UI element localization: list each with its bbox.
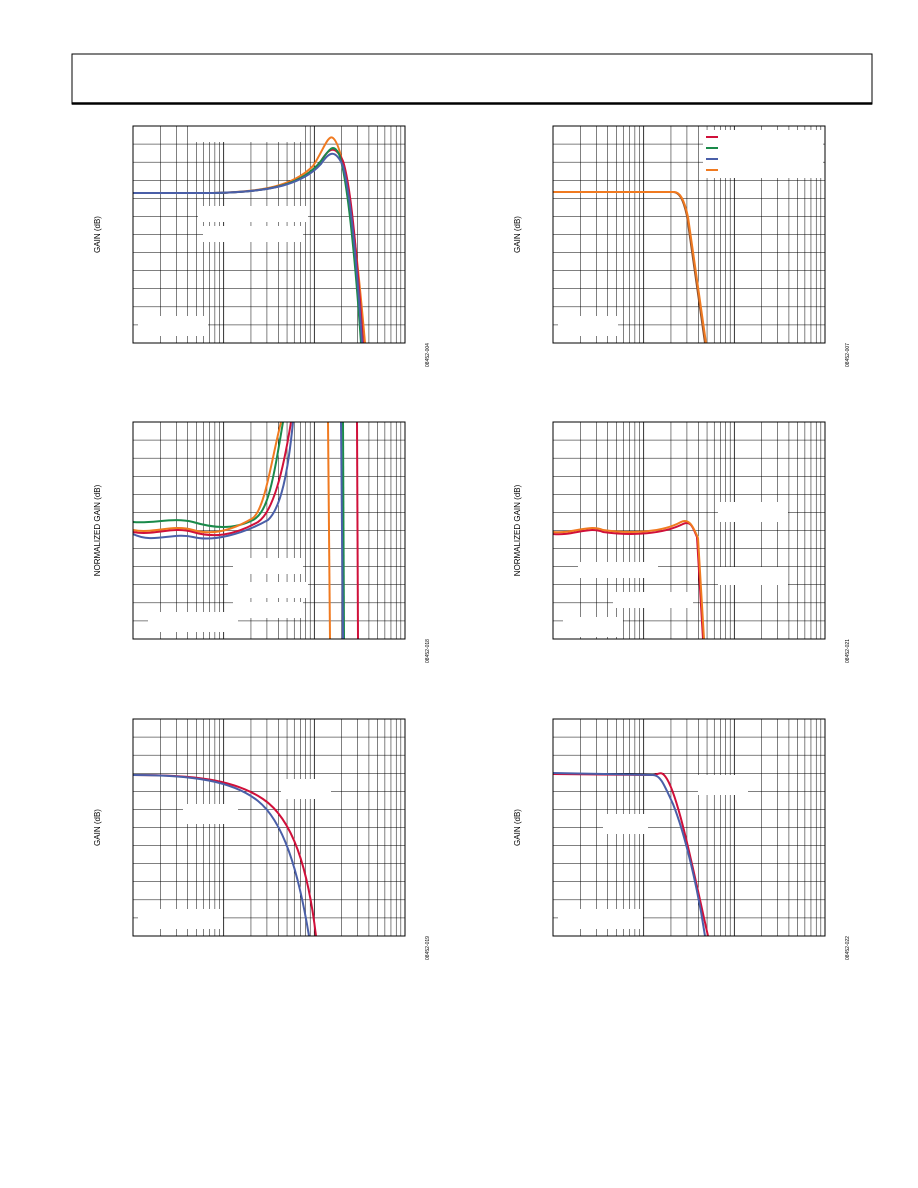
figure — [552, 125, 826, 344]
figure-id: 08452-021 — [845, 639, 851, 663]
curve — [133, 774, 310, 936]
blank-label — [558, 909, 643, 929]
y-axis-label: NORMALIZED GAIN (dB) — [513, 484, 522, 576]
figure — [552, 718, 826, 937]
blank-label — [603, 814, 648, 834]
curve — [342, 422, 345, 639]
y-axis-label: NORMALIZED GAIN (dB) — [93, 484, 102, 576]
curve — [133, 422, 294, 540]
curve — [133, 422, 292, 537]
blank-label — [613, 592, 693, 608]
blank-label — [281, 779, 331, 799]
curve — [133, 422, 284, 528]
blank-label — [718, 567, 788, 585]
blank-label — [193, 126, 303, 142]
blank-label — [183, 804, 238, 824]
blank-label — [148, 612, 238, 632]
curve — [327, 422, 331, 639]
y-axis-label: GAIN (dB) — [93, 809, 102, 846]
curve — [553, 191, 707, 343]
curve — [340, 422, 344, 639]
figure-id: 08452-018 — [425, 639, 431, 663]
y-axis-label: GAIN (dB) — [93, 216, 102, 253]
blank-label — [233, 602, 303, 618]
curve — [133, 148, 364, 343]
blank-label — [563, 617, 623, 637]
blank-label — [233, 558, 303, 574]
header-box — [71, 53, 873, 105]
plot-frame — [552, 421, 826, 640]
curves — [133, 422, 359, 639]
curve — [553, 772, 706, 936]
curve — [133, 147, 362, 343]
plot-frame — [132, 718, 406, 937]
curve — [133, 422, 282, 534]
blank-label — [198, 206, 308, 222]
figure-id: 08452-019 — [425, 936, 431, 960]
figure-id: 08452-004 — [425, 343, 431, 367]
blank-label — [558, 316, 618, 336]
blank-label — [698, 775, 748, 795]
plot-frame — [132, 125, 406, 344]
blank-label — [703, 130, 823, 178]
curves — [553, 520, 705, 639]
figure — [552, 421, 826, 640]
figure — [132, 421, 406, 640]
blank-label — [228, 582, 308, 598]
plot-frame — [132, 421, 406, 640]
figure-id: 08452-022 — [845, 936, 851, 960]
curve — [133, 152, 363, 343]
plot-frame — [552, 125, 826, 344]
curves — [553, 772, 709, 936]
plot-frame — [552, 718, 826, 937]
curves — [133, 136, 366, 343]
curves — [133, 774, 317, 936]
curve — [553, 520, 705, 639]
blank-label — [718, 502, 788, 522]
blank-label — [138, 316, 208, 336]
blank-label — [578, 562, 658, 578]
curve — [356, 422, 359, 639]
blank-label — [203, 226, 303, 242]
y-axis-label: GAIN (dB) — [513, 216, 522, 253]
figure — [132, 125, 406, 344]
blank-label — [138, 909, 223, 929]
figure — [132, 718, 406, 937]
curves — [553, 191, 707, 343]
y-axis-label: GAIN (dB) — [513, 809, 522, 846]
figure-id: 08452-007 — [845, 343, 851, 367]
